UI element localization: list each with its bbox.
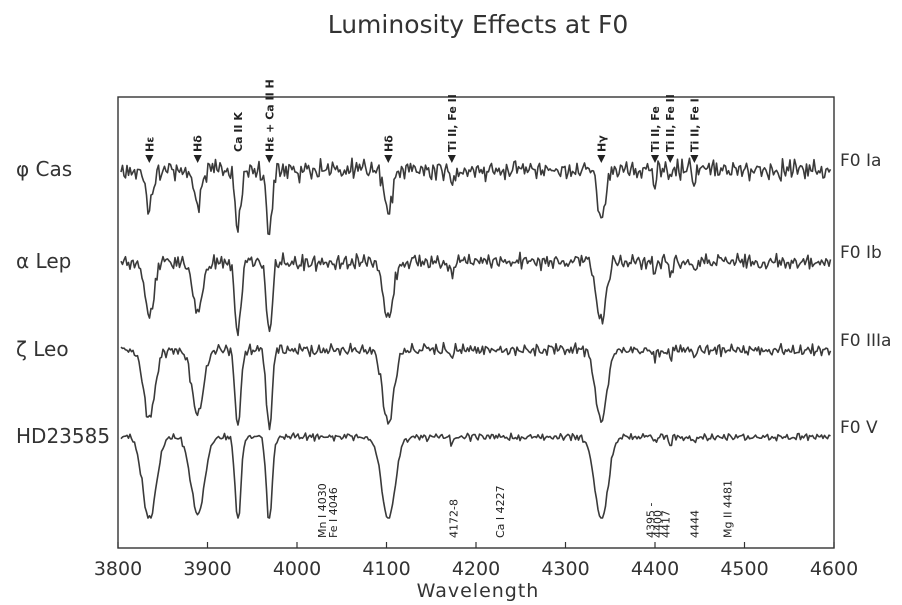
spectrum-line: [120, 432, 831, 519]
top-line-label: Ti II, Fe II: [446, 94, 459, 152]
x-tick-label: 4500: [720, 558, 768, 580]
x-tick-label: 3900: [183, 558, 231, 580]
top-line-label: Hδ: [382, 135, 395, 152]
class-label: F0 Ia: [840, 151, 881, 171]
x-tick-label: 4300: [541, 558, 589, 580]
top-line-label: Ca II K: [232, 112, 245, 152]
line-marker-arrow: [447, 155, 456, 163]
x-tick-label: 4400: [631, 558, 679, 580]
x-tick-label: 4200: [452, 558, 500, 580]
line-marker-arrow: [651, 155, 659, 163]
x-tick-label: 4100: [362, 558, 410, 580]
line-marker-arrow: [193, 155, 202, 163]
spectrum-line: [120, 341, 832, 431]
top-line-label: Ti II, Fe I: [688, 98, 701, 152]
chart-title: Luminosity Effects at F0: [328, 10, 629, 39]
bottom-line-label: Fe I 4046: [327, 487, 340, 538]
top-line-label: Hδ: [192, 135, 205, 152]
x-tick-label: 3800: [94, 558, 142, 580]
top-line-label: Ti II, Fe II: [664, 94, 677, 152]
top-line-label: Ti II, Fe: [649, 106, 662, 152]
bottom-line-label: Ca I 4227: [494, 485, 507, 538]
x-axis-label: Wavelength: [417, 580, 540, 602]
star-labels: φ Cas α Lep ζ Leo HD23585: [16, 157, 110, 448]
bottom-line-label: 4395 -: [645, 503, 658, 538]
line-marker-arrow: [145, 155, 154, 163]
line-marker-arrow: [265, 155, 274, 163]
bottom-line-label: Mg II 4481: [721, 480, 734, 538]
spectra-group: [120, 157, 832, 519]
bottom-line-label: 4444: [688, 510, 701, 538]
line-marker-arrow: [690, 155, 699, 163]
top-line-label: Hε: [143, 137, 156, 152]
x-tick-label: 4600: [810, 558, 858, 580]
top-line-label: Hε + Ca II H: [263, 79, 276, 152]
line-marker-arrow: [384, 155, 393, 163]
class-labels: F0 Ia F0 Ib F0 IIIa F0 V: [840, 151, 891, 438]
x-axis-ticks: 3800 3900 4000 4100 4200 4300 4400 4500 4600: [94, 542, 858, 580]
class-label: F0 Ib: [840, 243, 882, 263]
x-tick-label: 4000: [273, 558, 321, 580]
top-line-label: Hγ: [595, 135, 608, 152]
top-annotations: Hε Hδ Ca II K Hε + Ca II H Hδ Ti II, Fe II Hγ T…: [143, 79, 701, 163]
bottom-line-label: 4417: [660, 510, 673, 538]
spectrum-line: [120, 251, 832, 337]
spectrum-line: [120, 157, 832, 236]
star-label: HD23585: [16, 424, 110, 448]
bottom-line-label: Mn I 4030: [316, 483, 329, 538]
line-marker-arrow: [597, 155, 606, 163]
star-label: ζ Leo: [16, 337, 69, 361]
star-label: φ Cas: [16, 157, 72, 181]
star-label: α Lep: [16, 249, 71, 273]
class-label: F0 V: [840, 418, 878, 438]
line-marker-arrow: [666, 155, 675, 163]
class-label: F0 IIIa: [840, 331, 891, 351]
bottom-line-label: 4172-8: [448, 499, 461, 538]
bottom-line-label: 4400: [652, 510, 665, 538]
